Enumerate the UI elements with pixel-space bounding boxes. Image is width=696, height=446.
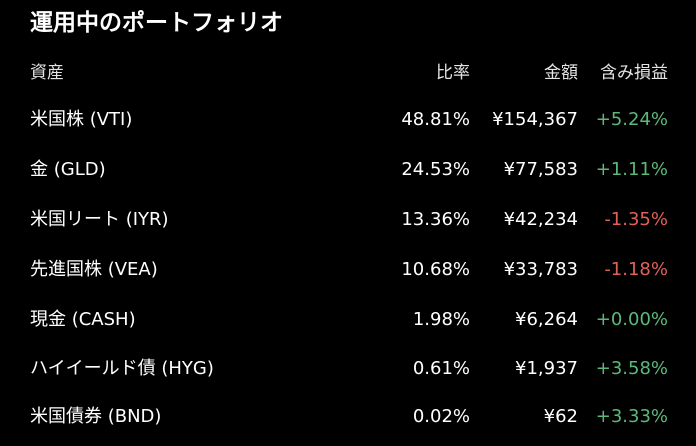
asset-name: 米国債券 (BND) (30, 406, 162, 427)
table-row[interactable]: 米国債券 (BND) 0.02% ¥62 +3.33% (0, 392, 696, 442)
header-asset: 資産 (30, 63, 64, 83)
asset-unrealized-pl: +3.58% (595, 358, 668, 379)
asset-amount: ¥33,783 (503, 259, 578, 280)
header-amount: 金額 (544, 63, 578, 83)
table-row[interactable]: 先進国株 (VEA) 10.68% ¥33,783 -1.18% (0, 245, 696, 295)
asset-amount: ¥1,937 (515, 358, 578, 379)
asset-name: 米国株 (VTI) (30, 109, 133, 130)
asset-ratio: 1.98% (412, 309, 470, 330)
asset-name: 金 (GLD) (30, 159, 106, 180)
table-header: 資産 比率 金額 含み損益 (0, 48, 696, 98)
asset-amount: ¥42,234 (503, 209, 578, 230)
asset-unrealized-pl: -1.18% (604, 259, 668, 280)
asset-ratio: 48.81% (401, 109, 470, 130)
table-row[interactable]: 現金 (CASH) 1.98% ¥6,264 +0.00% (0, 295, 696, 345)
table-row[interactable]: 金 (GLD) 24.53% ¥77,583 +1.11% (0, 145, 696, 195)
asset-name: 現金 (CASH) (30, 309, 136, 330)
asset-unrealized-pl: +3.33% (595, 406, 668, 427)
asset-amount: ¥62 (543, 406, 578, 427)
page-title: 運用中のポートフォリオ (30, 10, 283, 36)
asset-amount: ¥6,264 (515, 309, 578, 330)
asset-amount: ¥77,583 (503, 159, 578, 180)
asset-ratio: 0.02% (412, 406, 470, 427)
header-ratio: 比率 (436, 63, 470, 83)
asset-name: ハイイールド債 (HYG) (30, 358, 214, 379)
asset-ratio: 24.53% (401, 159, 470, 180)
table-row[interactable]: 米国株 (VTI) 48.81% ¥154,367 +5.24% (0, 95, 696, 145)
asset-unrealized-pl: +5.24% (595, 109, 668, 130)
asset-amount: ¥154,367 (492, 109, 578, 130)
asset-unrealized-pl: +1.11% (595, 159, 668, 180)
asset-ratio: 10.68% (401, 259, 470, 280)
table-row[interactable]: 米国リート (IYR) 13.36% ¥42,234 -1.35% (0, 195, 696, 245)
asset-ratio: 0.61% (412, 358, 470, 379)
table-row[interactable]: ハイイールド債 (HYG) 0.61% ¥1,937 +3.58% (0, 344, 696, 394)
asset-name: 先進国株 (VEA) (30, 259, 158, 280)
header-unrealized-pl: 含み損益 (600, 63, 668, 83)
asset-unrealized-pl: +0.00% (595, 309, 668, 330)
asset-name: 米国リート (IYR) (30, 209, 169, 230)
asset-ratio: 13.36% (401, 209, 470, 230)
asset-unrealized-pl: -1.35% (604, 209, 668, 230)
